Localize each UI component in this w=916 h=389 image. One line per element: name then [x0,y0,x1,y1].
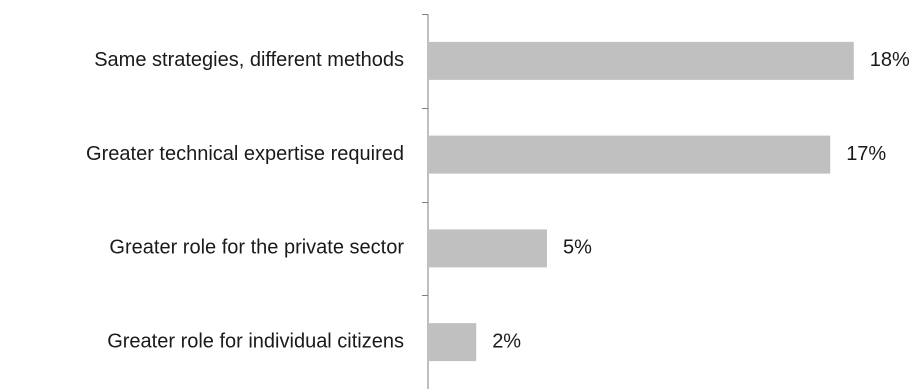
label-layer: Same strategies, different methods 18% Gre… [86,49,910,352]
bar [429,323,477,362]
category-label: Same strategies, different methods [94,49,404,71]
data-label: 18% [870,49,910,71]
data-label: 17% [846,143,886,165]
data-label: 5% [563,237,592,259]
category-label: Greater role for individual citizens [107,330,404,352]
bar [429,229,547,268]
bar-layer [429,41,854,362]
bar [429,41,854,80]
category-label: Greater technical expertise required [86,143,404,165]
category-label: Greater role for the private sector [109,237,404,259]
axis-layer [422,14,429,389]
bar [429,135,831,174]
data-label: 2% [492,330,521,352]
